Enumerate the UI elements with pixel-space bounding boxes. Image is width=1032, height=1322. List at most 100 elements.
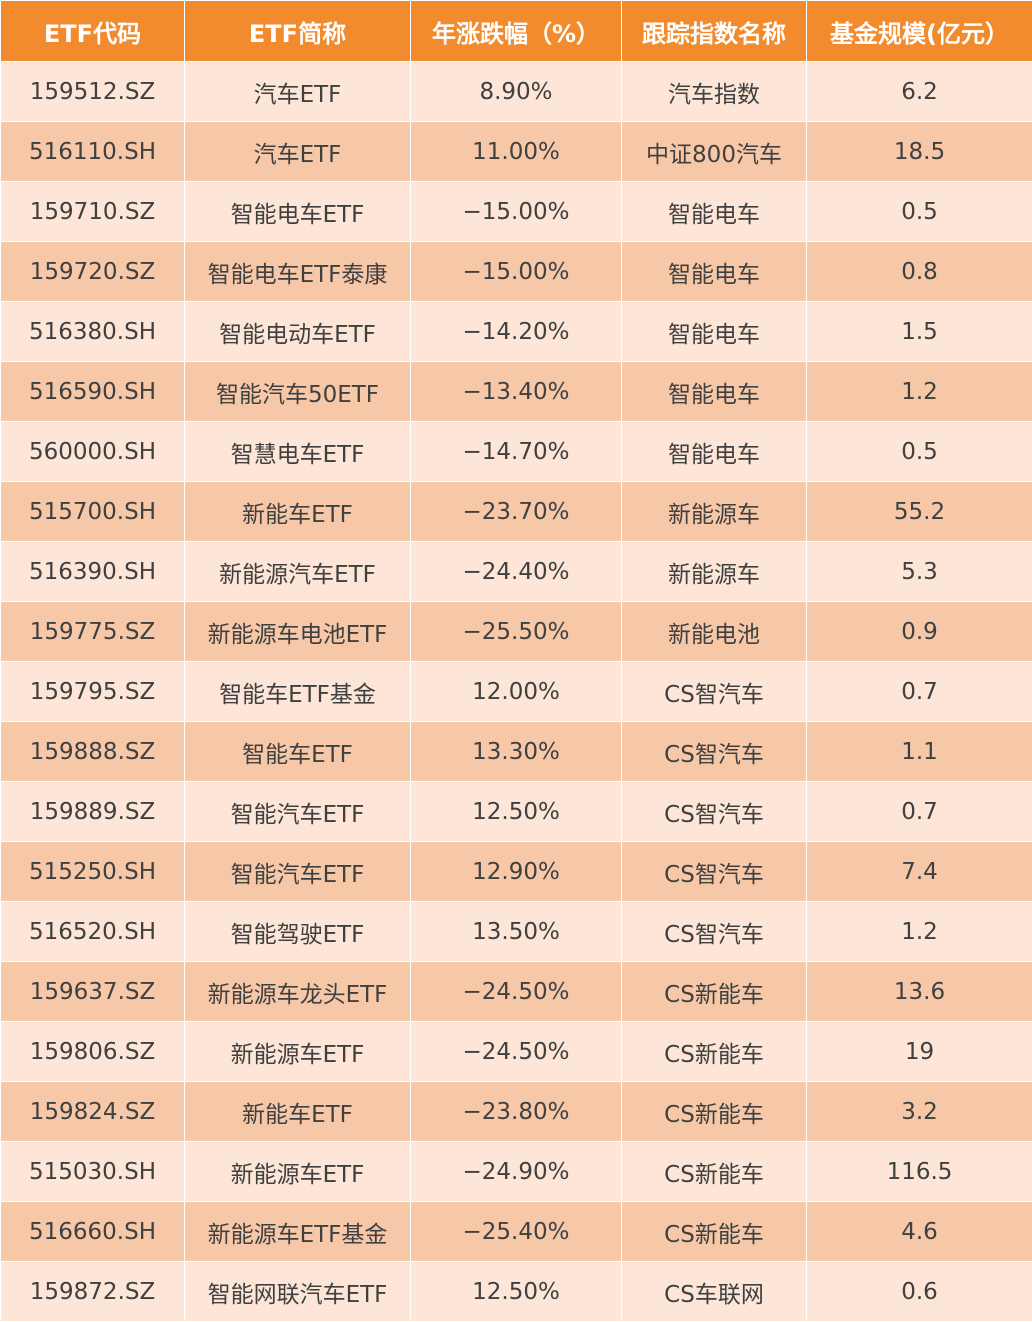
cell-annual-change: −15.00%: [411, 182, 622, 242]
cell-etf-name: 智慧电车ETF: [185, 422, 411, 482]
cell-etf-name: 新能车ETF: [185, 1082, 411, 1142]
cell-etf-name: 智能网联汽车ETF: [185, 1262, 411, 1322]
cell-fund-size: 0.8: [807, 242, 1032, 302]
cell-tracking-index: 智能电车: [622, 422, 807, 482]
cell-etf-code: 159795.SZ: [1, 662, 185, 722]
cell-etf-name: 新能源汽车ETF: [185, 542, 411, 602]
cell-tracking-index: CS新能车: [622, 1022, 807, 1082]
cell-tracking-index: 新能源车: [622, 482, 807, 542]
cell-fund-size: 0.5: [807, 182, 1032, 242]
header-fund-size: 基金规模(亿元）: [807, 1, 1032, 62]
cell-tracking-index: 智能电车: [622, 182, 807, 242]
cell-annual-change: −15.00%: [411, 242, 622, 302]
cell-annual-change: −24.50%: [411, 962, 622, 1022]
cell-fund-size: 7.4: [807, 842, 1032, 902]
cell-etf-code: 516520.SH: [1, 902, 185, 962]
cell-annual-change: −24.40%: [411, 542, 622, 602]
cell-annual-change: 12.00%: [411, 662, 622, 722]
cell-etf-name: 智能汽车ETF: [185, 842, 411, 902]
cell-tracking-index: 汽车指数: [622, 62, 807, 122]
cell-etf-code: 516590.SH: [1, 362, 185, 422]
header-row: ETF代码 ETF简称 年涨跌幅（%） 跟踪指数名称 基金规模(亿元）: [1, 1, 1032, 62]
header-etf-name: ETF简称: [185, 1, 411, 62]
cell-etf-code: 515250.SH: [1, 842, 185, 902]
cell-tracking-index: CS智汽车: [622, 722, 807, 782]
cell-annual-change: −25.40%: [411, 1202, 622, 1262]
cell-etf-name: 新能源车ETF: [185, 1022, 411, 1082]
cell-fund-size: 0.7: [807, 782, 1032, 842]
cell-etf-code: 159720.SZ: [1, 242, 185, 302]
cell-annual-change: −25.50%: [411, 602, 622, 662]
cell-etf-code: 159775.SZ: [1, 602, 185, 662]
cell-etf-code: 159710.SZ: [1, 182, 185, 242]
cell-tracking-index: CS新能车: [622, 1202, 807, 1262]
cell-etf-code: 159888.SZ: [1, 722, 185, 782]
cell-etf-name: 新能源车ETF: [185, 1142, 411, 1202]
cell-annual-change: −14.70%: [411, 422, 622, 482]
cell-etf-name: 新能源车ETF基金: [185, 1202, 411, 1262]
cell-annual-change: 12.90%: [411, 842, 622, 902]
header-etf-code: ETF代码: [1, 1, 185, 62]
cell-etf-code: 516390.SH: [1, 542, 185, 602]
cell-etf-name: 智能电车ETF泰康: [185, 242, 411, 302]
cell-etf-code: 159824.SZ: [1, 1082, 185, 1142]
cell-annual-change: 13.50%: [411, 902, 622, 962]
cell-etf-name: 新能源车电池ETF: [185, 602, 411, 662]
cell-tracking-index: 智能电车: [622, 362, 807, 422]
cell-tracking-index: 中证800汽车: [622, 122, 807, 182]
cell-fund-size: 0.7: [807, 662, 1032, 722]
cell-etf-code: 516110.SH: [1, 122, 185, 182]
cell-annual-change: −13.40%: [411, 362, 622, 422]
cell-etf-code: 159872.SZ: [1, 1262, 185, 1322]
cell-etf-name: 智能电车ETF: [185, 182, 411, 242]
cell-etf-code: 560000.SH: [1, 422, 185, 482]
cell-etf-name: 汽车ETF: [185, 122, 411, 182]
cell-etf-code: 159806.SZ: [1, 1022, 185, 1082]
cell-etf-name: 智能电动车ETF: [185, 302, 411, 362]
cell-tracking-index: 智能电车: [622, 302, 807, 362]
cell-annual-change: 13.30%: [411, 722, 622, 782]
cell-annual-change: 8.90%: [411, 62, 622, 122]
cell-fund-size: 13.6: [807, 962, 1032, 1022]
cell-annual-change: 12.50%: [411, 1262, 622, 1322]
cell-fund-size: 18.5: [807, 122, 1032, 182]
cell-etf-name: 智能车ETF: [185, 722, 411, 782]
cell-tracking-index: 新能源车: [622, 542, 807, 602]
header-annual-change: 年涨跌幅（%）: [411, 1, 622, 62]
cell-fund-size: 19: [807, 1022, 1032, 1082]
cell-tracking-index: 新能电池: [622, 602, 807, 662]
cell-etf-name: 智能车ETF基金: [185, 662, 411, 722]
cell-annual-change: −23.70%: [411, 482, 622, 542]
cell-tracking-index: CS新能车: [622, 1142, 807, 1202]
cell-tracking-index: 智能电车: [622, 242, 807, 302]
cell-fund-size: 3.2: [807, 1082, 1032, 1142]
cell-etf-name: 汽车ETF: [185, 62, 411, 122]
cell-tracking-index: CS智汽车: [622, 662, 807, 722]
cell-fund-size: 0.9: [807, 602, 1032, 662]
cell-fund-size: 55.2: [807, 482, 1032, 542]
cell-fund-size: 1.2: [807, 362, 1032, 422]
cell-fund-size: 1.1: [807, 722, 1032, 782]
cell-etf-code: 516380.SH: [1, 302, 185, 362]
cell-annual-change: −24.90%: [411, 1142, 622, 1202]
cell-fund-size: 0.6: [807, 1262, 1032, 1322]
